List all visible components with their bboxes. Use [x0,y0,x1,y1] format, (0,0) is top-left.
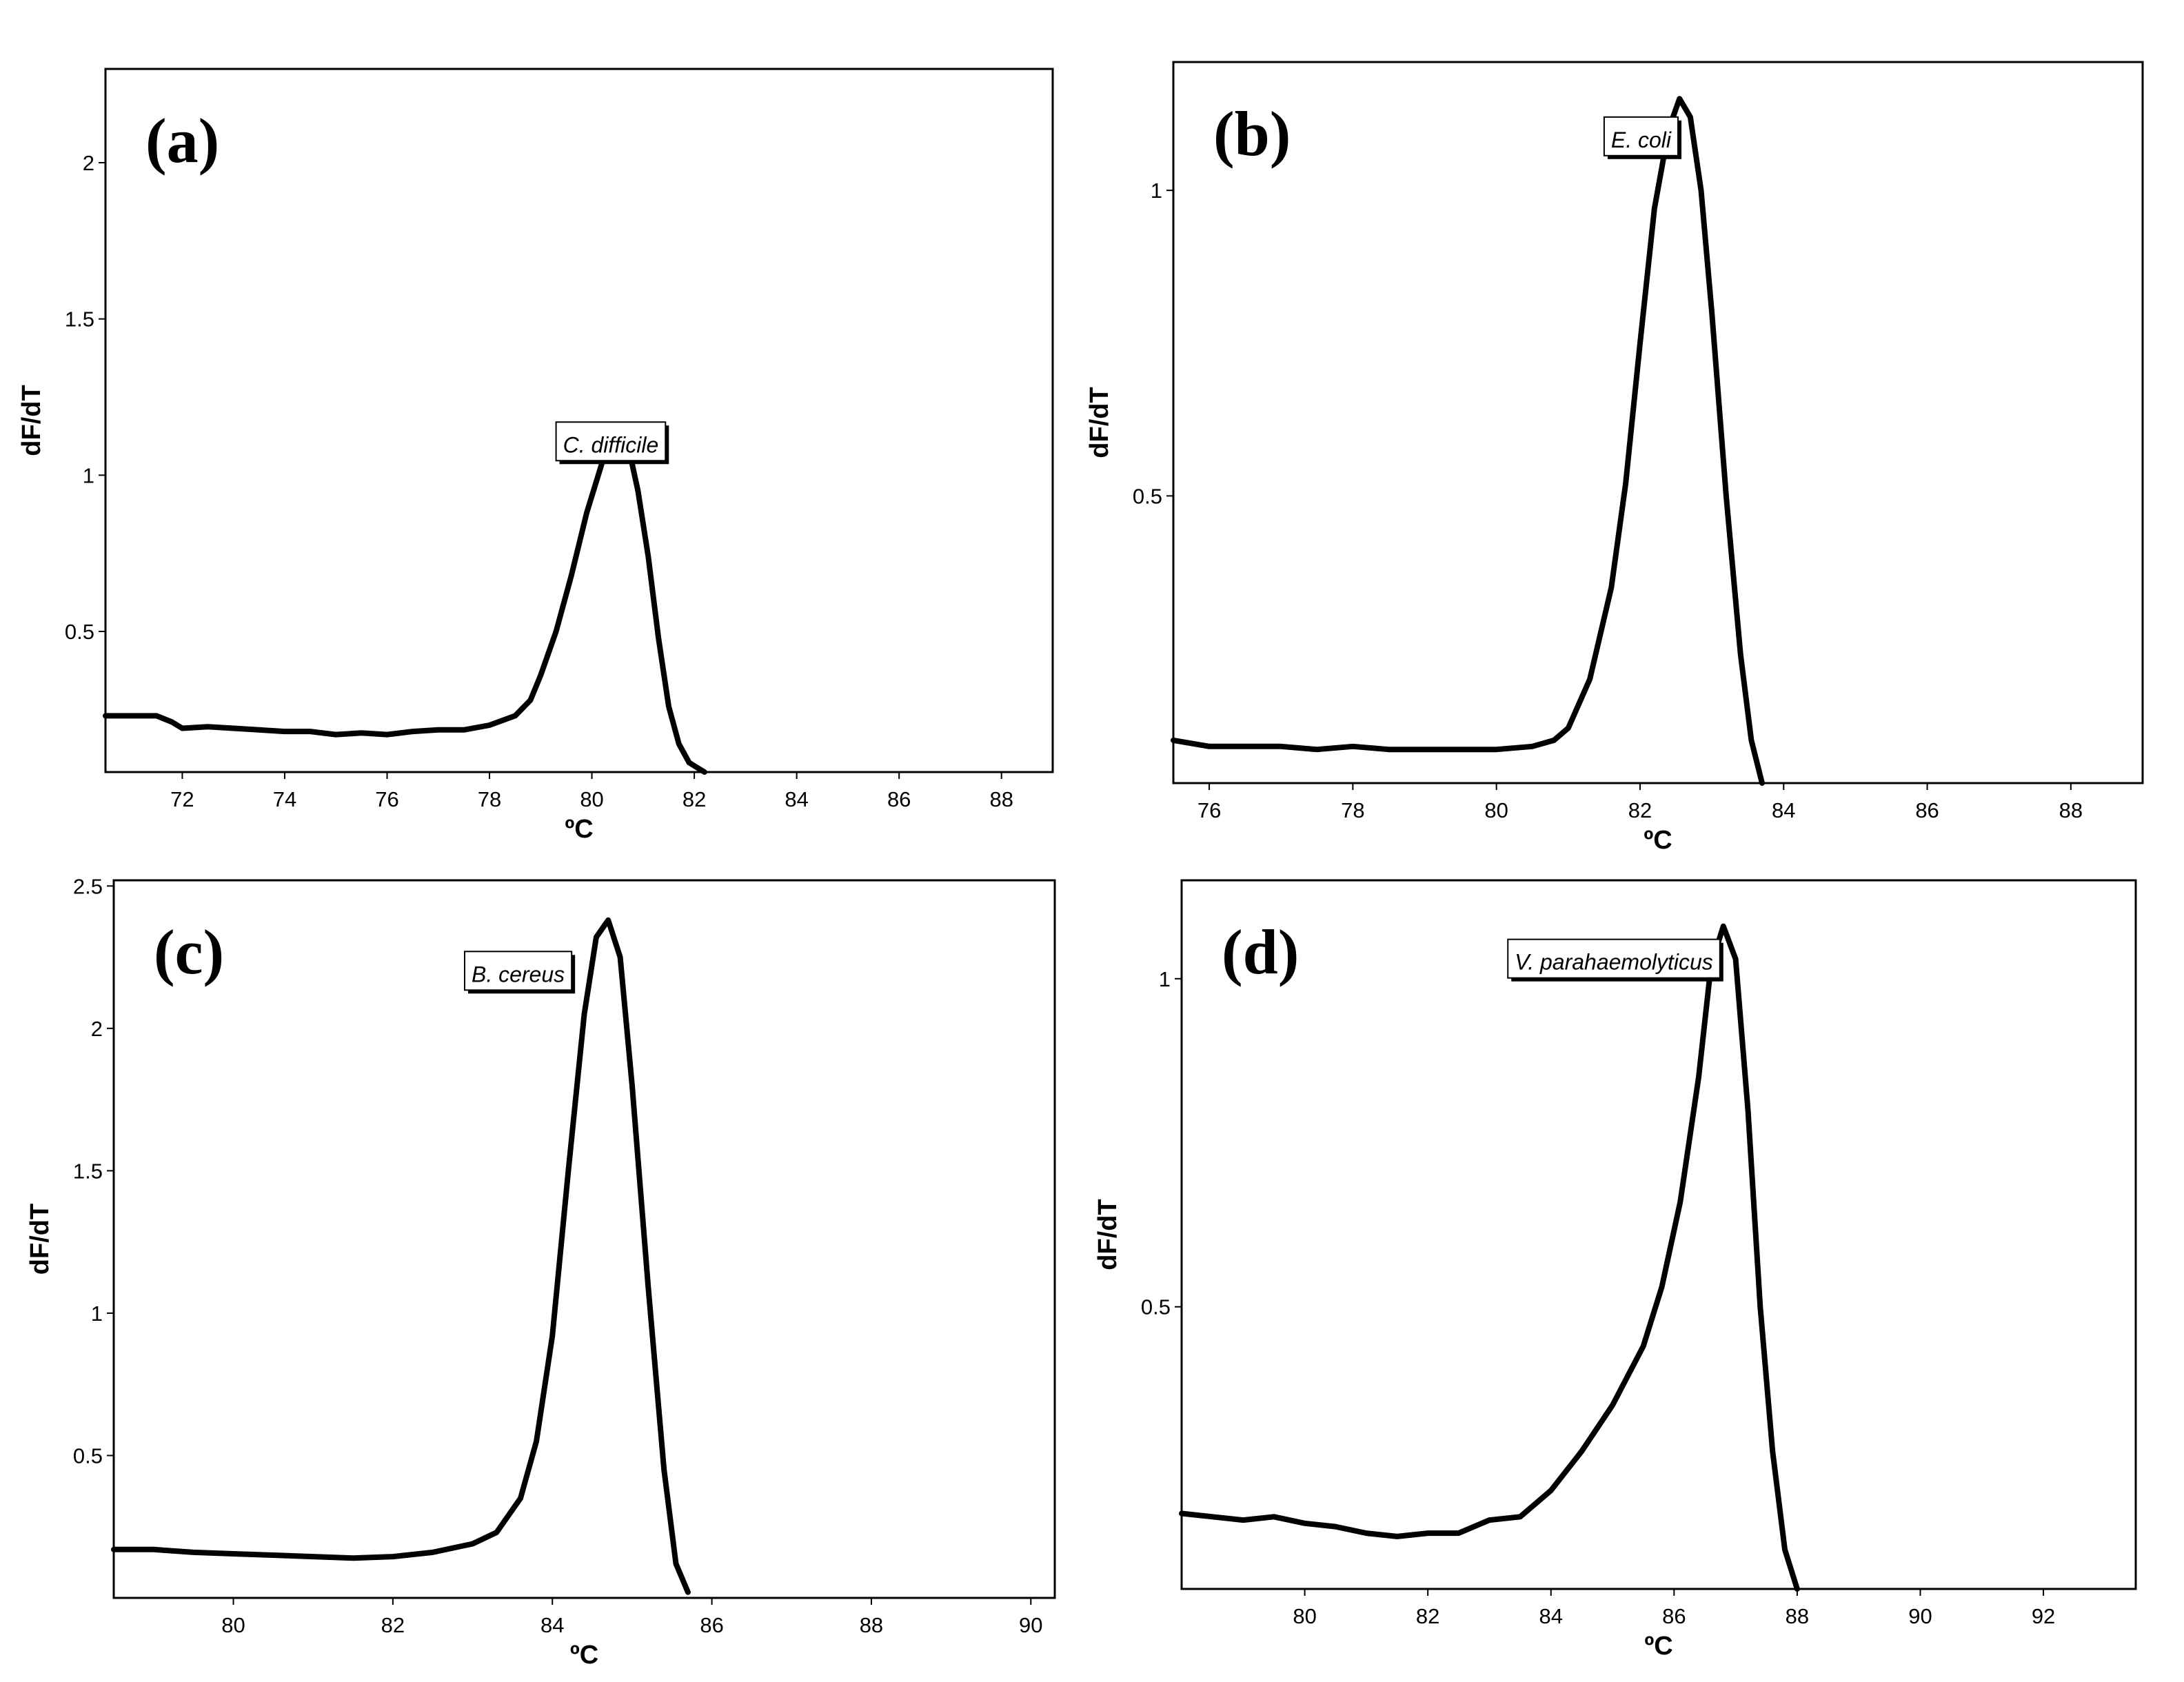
y-tick-label: 1 [1151,179,1162,203]
chart-panel-d: 80 82 84 86 88 90 92 0.5 1 ºC dF/dT (d) V. parahaemo… [1093,879,2137,1661]
x-axis-label: ºC [565,815,593,844]
x-tick-label: 76 [375,787,398,811]
x-tick-label: 86 [700,1613,723,1637]
y-axis-label: dF/dT [26,1204,54,1275]
x-tick-label: 88 [989,787,1013,811]
x-tick-label: 82 [1628,798,1652,822]
annotation-box [555,421,667,462]
y-tick-label: 1 [83,463,94,487]
x-tick-label: 82 [381,1613,405,1637]
plot-frame [1180,879,2137,1590]
x-tick-label: 90 [1908,1604,1932,1628]
y-tick-label: 1 [1159,967,1171,991]
y-tick-label: 1.5 [65,307,94,332]
y-tick-label: 1 [91,1301,103,1326]
x-tick-label: 84 [1772,798,1795,822]
annotation-box [463,951,573,991]
x-tick-label: 82 [1416,1604,1439,1628]
x-tick-label: 92 [2032,1604,2055,1628]
y-tick-label: 0.5 [1133,484,1162,508]
y-tick-label: 0.5 [1141,1295,1171,1319]
series-annotation-text: B. cereus [472,962,565,986]
annotation-box [1603,116,1679,156]
x-tick-label: 82 [682,787,706,811]
x-tick-label: 78 [478,787,501,811]
plot-frame [112,879,1056,1599]
x-tick-label: 80 [1484,798,1508,822]
series-annotation-text: E. coli [1611,128,1672,152]
x-tick-label: 84 [540,1613,564,1637]
plot-frame [1172,61,2144,784]
plot-frame [104,68,1054,773]
x-tick-label: 72 [170,787,194,811]
x-axis-label: ºC [1644,826,1672,855]
y-tick-label: 0.5 [73,1443,103,1468]
chart-panel-b: 76 78 80 82 84 86 88 0.5 1 ºC dF/dT (b) E. coli [1085,61,2144,855]
x-tick-label: 88 [2059,798,2083,822]
x-tick-label: 86 [1915,798,1939,822]
panel-label: (b) [1213,99,1291,169]
x-tick-label: 76 [1197,798,1221,822]
y-tick-label: 2.5 [73,874,103,898]
series-annotation: V. parahaemolyticus [1507,938,1723,982]
chart-panel-a: 72 74 76 78 80 82 84 86 88 0.5 1 1.5 2 ºC dF/dT (a) C. d… [17,68,1054,844]
y-axis-label: dF/dT [1093,1199,1122,1270]
series-line [103,425,707,775]
series-annotation: B. cereus [463,951,576,994]
y-axis-label: dF/dT [17,385,46,456]
x-axis-label: ºC [1644,1632,1672,1661]
x-tick-label: 86 [1662,1604,1686,1628]
x-tick-label: 74 [273,787,296,811]
panel-label: (c) [154,917,224,987]
panel-label: (d) [1222,917,1299,987]
chart-panel-c: 80 82 84 86 88 90 0.5 1 1.5 2 2.5 ºC dF/dT (c) B. cere… [26,874,1056,1670]
x-axis-label: ºC [570,1641,598,1670]
series-line [111,917,691,1595]
series-line [1171,96,1765,786]
x-tick-label: 90 [1019,1613,1042,1637]
x-tick-label: 80 [580,787,603,811]
x-tick-label: 80 [1293,1604,1316,1628]
x-tick-label: 84 [1539,1604,1562,1628]
series-line [1179,923,1800,1592]
y-tick-label: 0.5 [65,620,94,644]
series-annotation: E. coli [1603,116,1682,159]
x-tick-label: 80 [221,1613,245,1637]
x-tick-label: 84 [785,787,808,811]
series-annotation: C. difficile [555,421,669,465]
annotation-box [1507,938,1721,979]
x-tick-label: 88 [860,1613,883,1637]
x-tick-label: 86 [887,787,911,811]
y-axis-label: dF/dT [1085,387,1114,458]
panel-label: (a) [145,105,219,176]
y-tick-label: 1.5 [73,1159,103,1183]
y-tick-label: 2 [91,1017,103,1041]
x-tick-label: 88 [1786,1604,1809,1628]
y-tick-label: 2 [83,151,94,175]
series-annotation-text: V. parahaemolyticus [1515,950,1713,975]
x-tick-label: 78 [1341,798,1364,822]
series-annotation-text: C. difficile [563,432,659,457]
